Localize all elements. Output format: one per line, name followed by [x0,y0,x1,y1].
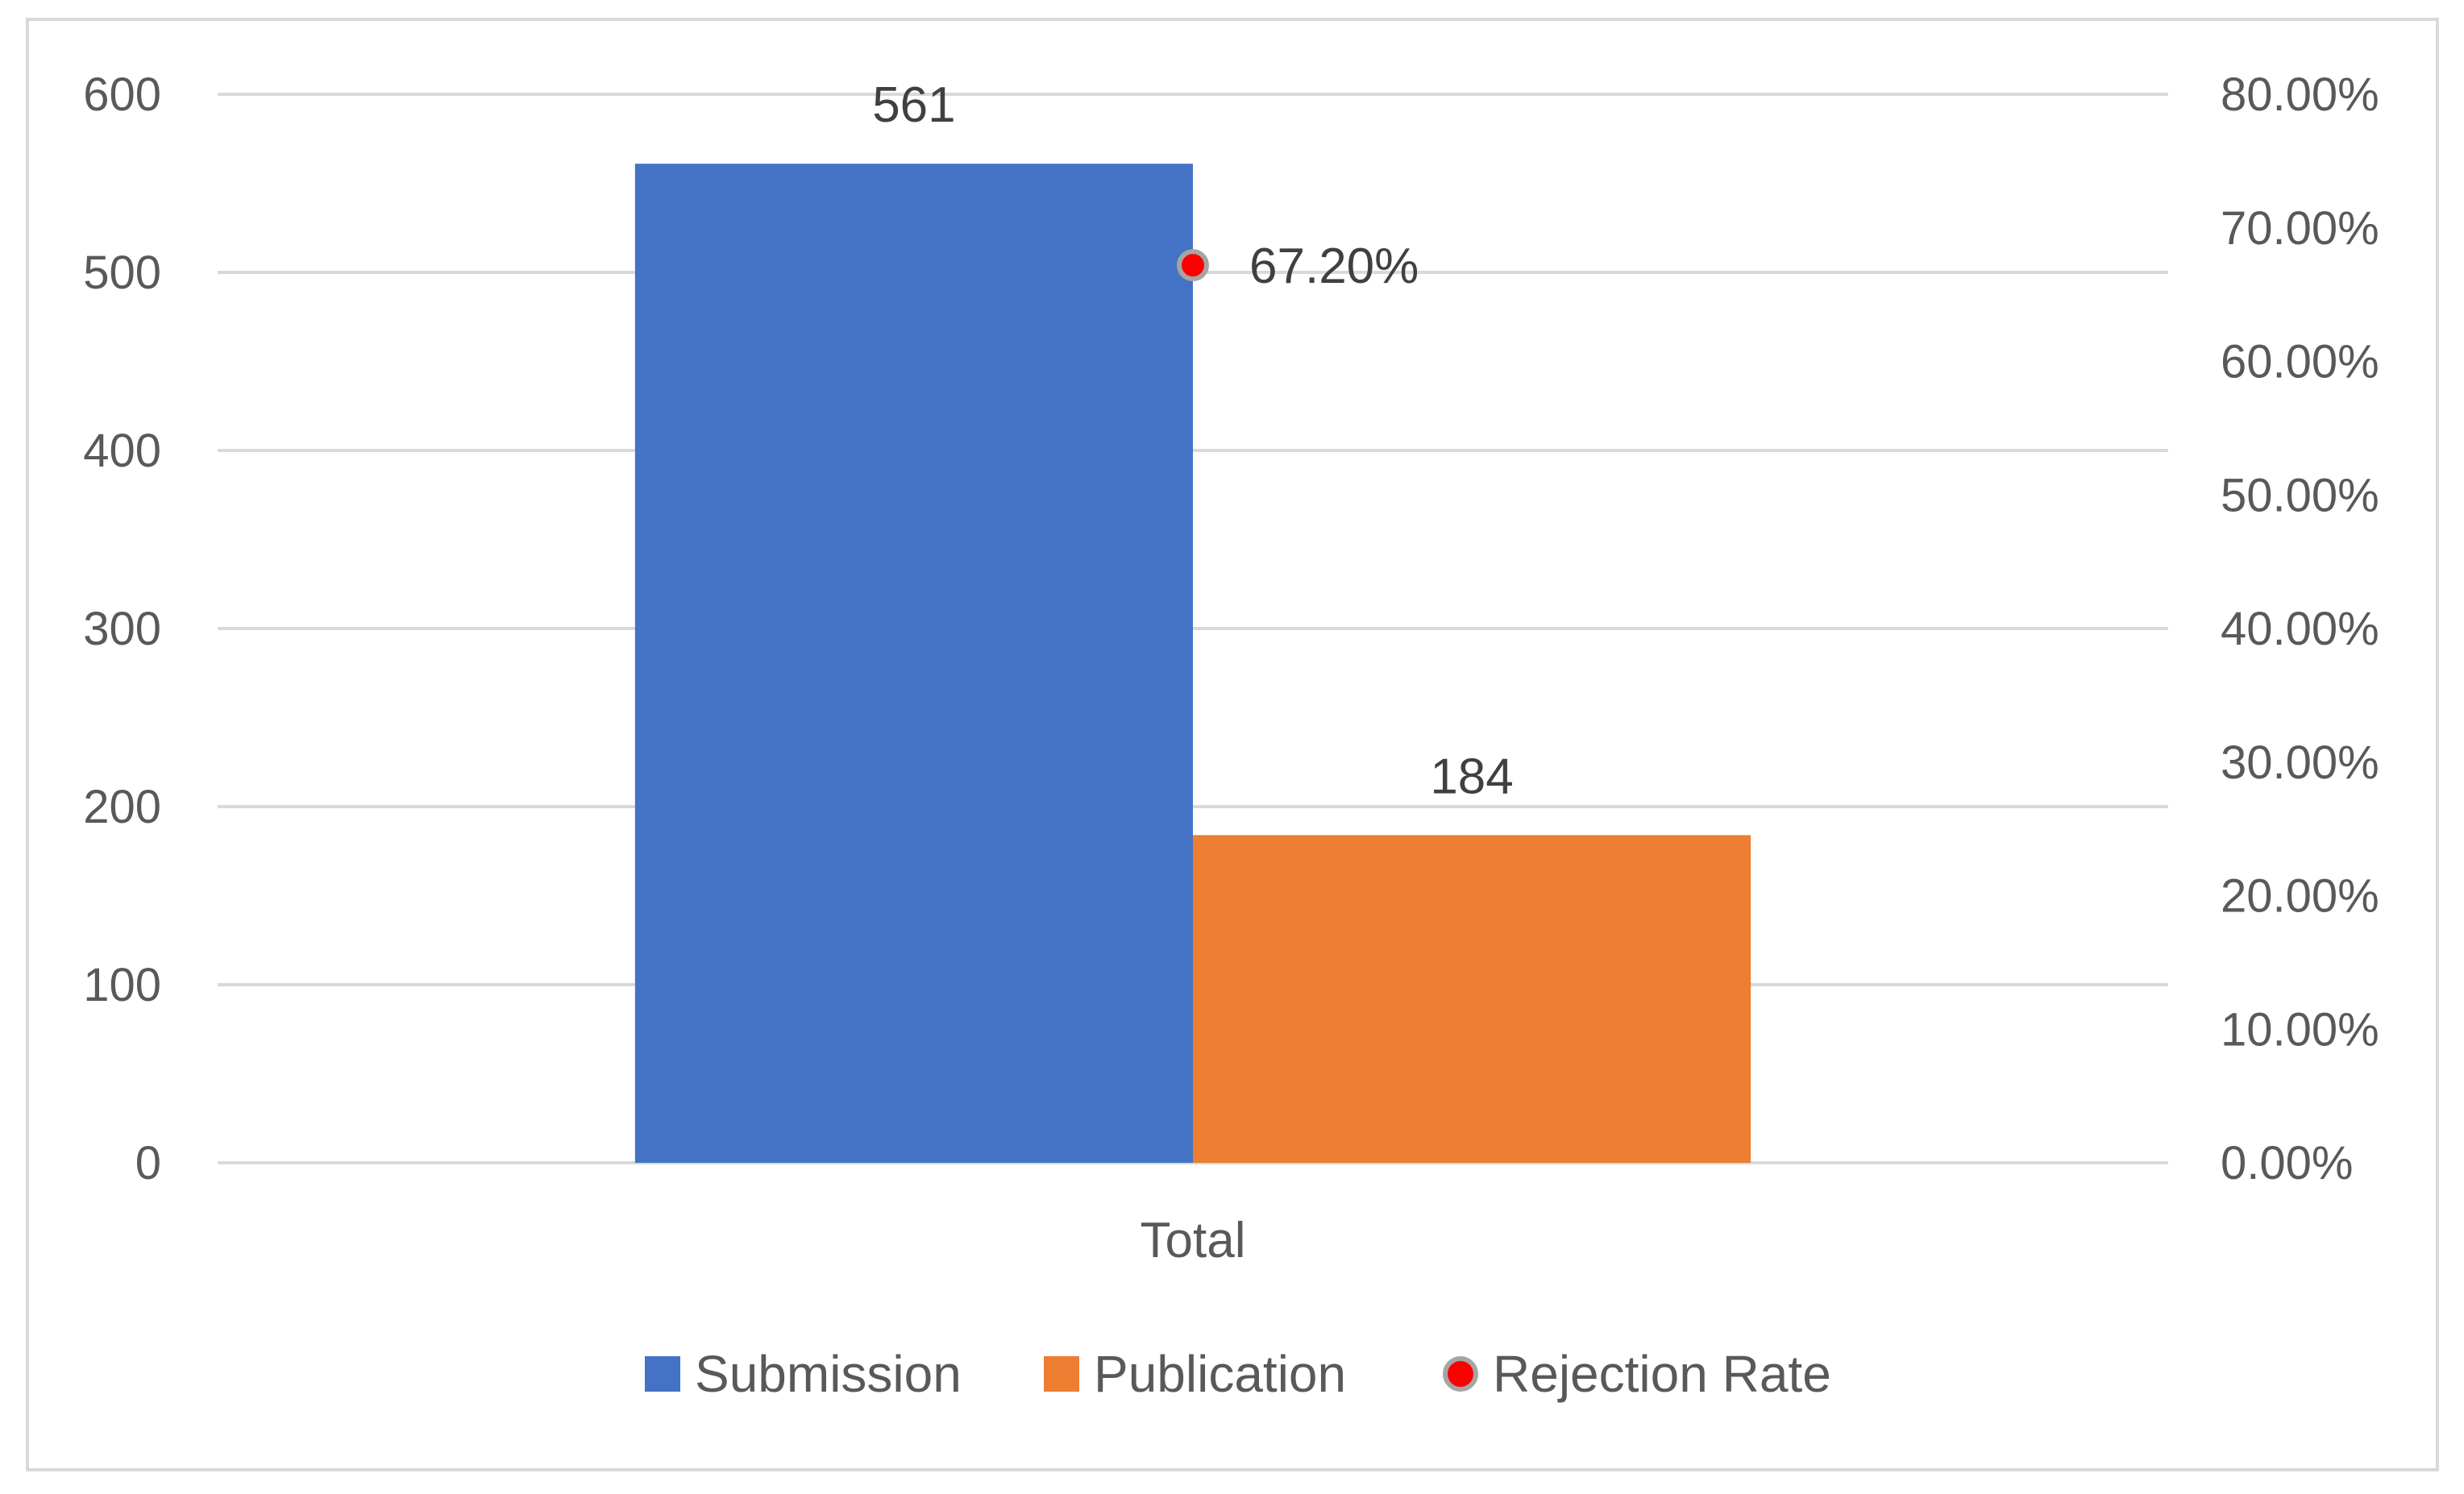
legend-label-publication: Publication [1094,1345,1346,1403]
right-tick-label: 10.00% [2221,1003,2379,1056]
right-tick-label: 50.00% [2221,469,2379,521]
left-tick-label: 0 [135,1137,161,1189]
legend: Submission Publication Rejection Rate [645,1345,1831,1403]
points [1177,249,1209,282]
right-tick-label: 20.00% [2221,870,2379,923]
right-tick-label: 40.00% [2221,603,2379,655]
category-axis: Total [1141,1213,1246,1268]
left-tick-label: 200 [83,781,161,833]
category-label: Total [1141,1213,1246,1268]
chart-border [26,18,2439,1471]
left-tick-label: 600 [83,68,161,121]
data-label-rejection-rate: 67.20% [1249,239,1419,294]
legend-swatch-submission [645,1356,680,1392]
data-labels: 561 184 67.20% [872,77,1514,804]
data-label-submission: 561 [872,77,955,133]
bar-submission [634,164,1193,1164]
legend-swatch-publication [1044,1356,1079,1392]
right-tick-label: 60.00% [2221,336,2379,388]
right-tick-label: 80.00% [2221,68,2379,121]
right-axis: 0.00% 10.00% 20.00% 30.00% 40.00% 50.00% 60.00… [2221,68,2379,1189]
bars [634,164,1751,1164]
left-tick-label: 300 [83,603,161,655]
legend-label-rejection-rate: Rejection Rate [1493,1345,1831,1403]
point-rejection-rate [1177,249,1209,282]
left-tick-label: 400 [83,425,161,477]
left-axis: 0 100 200 300 400 500 600 [83,68,161,1189]
right-tick-label: 30.00% [2221,737,2379,789]
right-tick-label: 0.00% [2221,1137,2353,1189]
bar-publication [1193,835,1751,1163]
legend-label-submission: Submission [695,1345,962,1403]
data-label-publication: 184 [1430,749,1513,804]
right-tick-label: 70.00% [2221,202,2379,255]
left-tick-label: 500 [83,247,161,299]
left-tick-label: 100 [83,959,161,1011]
legend-swatch-rejection-rate [1443,1356,1478,1392]
